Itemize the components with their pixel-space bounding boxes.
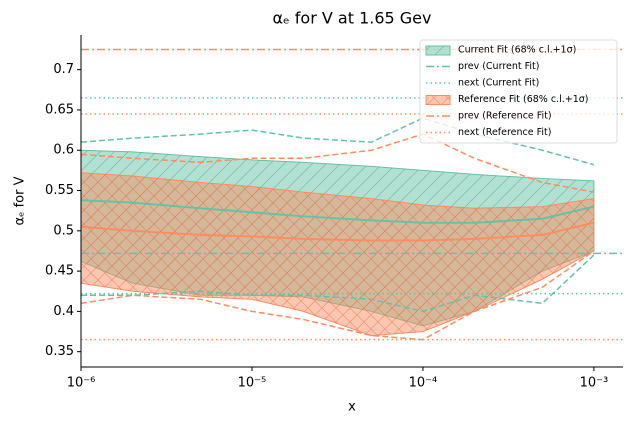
y-tick-label: 0.5 xyxy=(53,223,74,238)
band-hatch xyxy=(81,172,594,336)
legend: Current Fit (68% c.l.+1σ) prev (Current F… xyxy=(419,39,618,144)
central-line xyxy=(80,221,595,242)
legend-label: prev (Current Fit) xyxy=(458,61,539,72)
y-tick-label: 0.35 xyxy=(45,344,74,359)
x-axis-label: x xyxy=(348,400,356,415)
legend-label: Current Fit (68% c.l.+1σ) xyxy=(458,45,576,56)
x-tick-label: 10⁻³ xyxy=(580,376,609,391)
x-tick-label: 10⁻⁶ xyxy=(67,376,96,391)
bound-curve xyxy=(80,250,595,341)
legend-label: next (Reference Fit) xyxy=(458,127,551,138)
y-axis-label: αₑ for V xyxy=(13,176,28,225)
legend-label: Reference Fit (68% c.l.+1σ) xyxy=(458,94,589,105)
legend-label: next (Current Fit) xyxy=(458,78,539,89)
chart-title: αₑ for V at 1.65 Gev xyxy=(272,9,431,28)
bound-curve xyxy=(80,133,595,193)
y-tick-label: 0.45 xyxy=(45,264,74,279)
y-tick-label: 0.65 xyxy=(45,102,74,117)
legend-label: prev (Reference Fit) xyxy=(458,111,552,122)
bound-curve xyxy=(81,254,595,313)
legend-box xyxy=(419,39,618,144)
y-tick-label: 0.4 xyxy=(53,304,74,319)
x-tick-label: 10⁻⁵ xyxy=(238,376,267,391)
y-tick-label: 0.55 xyxy=(45,183,74,198)
central-line xyxy=(80,199,595,224)
legend-hatch xyxy=(426,95,450,105)
x-tick-label: 10⁻⁴ xyxy=(409,376,438,391)
y-tick-label: 0.7 xyxy=(53,62,74,77)
legend-hatch xyxy=(426,46,450,55)
y-tick-label: 0.6 xyxy=(53,143,74,158)
